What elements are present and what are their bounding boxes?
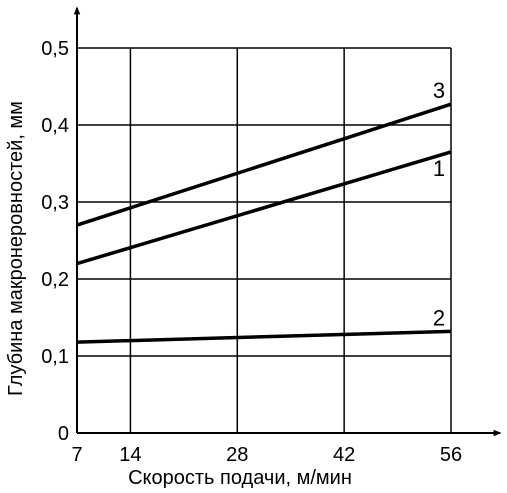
x-tick-label: 28 [226, 444, 248, 466]
series-line-3 [76, 102, 452, 227]
series-label-3: 3 [433, 78, 445, 103]
y-tick-label: 0,5 [41, 38, 69, 60]
x-axis-title: Скорость подачи, м/мин [128, 467, 352, 489]
series-label-1: 1 [433, 156, 445, 181]
y-tick-label: 0,1 [41, 346, 69, 368]
y-tick-label: 0,4 [41, 115, 69, 137]
series-lines: 1 2 3 [76, 78, 452, 344]
series-label-2: 2 [433, 305, 445, 330]
x-tick-label: 42 [333, 444, 355, 466]
series-line-1 [76, 150, 452, 266]
y-axis-title: Глубина макронеровностей, мм [5, 101, 27, 396]
x-tick-label: 14 [119, 444, 141, 466]
tick-labels: 0 0,1 0,2 0,3 0,4 0,5 7 14 28 42 56 [41, 38, 462, 466]
y-tick-label: 0,2 [41, 269, 69, 291]
y-tick-label: 0 [58, 423, 69, 445]
grid [77, 47, 452, 433]
x-tick-label: 7 [71, 444, 82, 466]
series-line-2 [76, 329, 452, 344]
axes [73, 6, 502, 437]
y-tick-label: 0,3 [41, 192, 69, 214]
x-tick-label: 56 [440, 444, 462, 466]
